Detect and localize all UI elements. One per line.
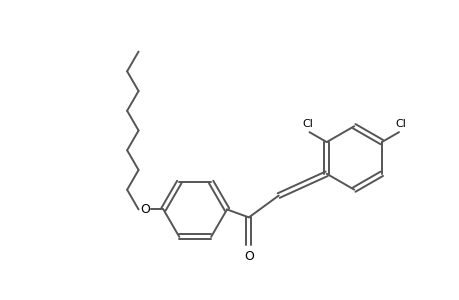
Text: Cl: Cl (395, 119, 406, 129)
Text: O: O (140, 203, 150, 216)
Text: Cl: Cl (302, 119, 312, 129)
Text: O: O (243, 250, 253, 263)
